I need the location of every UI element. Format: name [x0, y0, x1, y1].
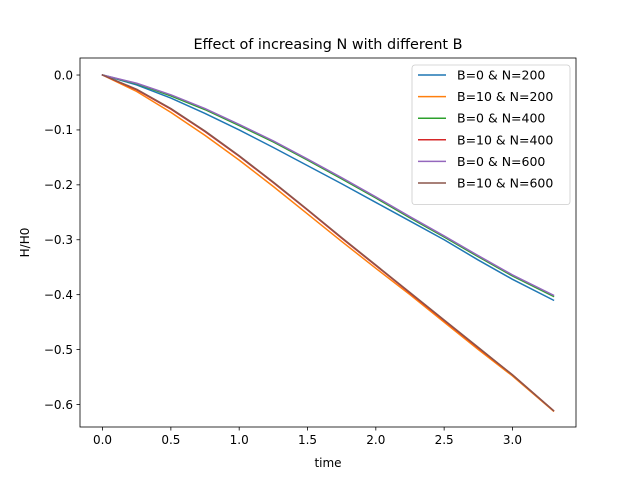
y-tick-label: 0.0	[54, 68, 73, 82]
series-line-3	[101, 74, 555, 298]
y-tick-label: −0.5	[44, 343, 73, 357]
legend-label: B=10 & N=400	[457, 132, 553, 147]
y-axis-label: H/H0	[18, 228, 32, 258]
plot-area: 0.0 0.5 1.0 1.5 2.0 2.5 3.0 0.0 −0.1 −0.2 −0.3 −0.…	[44, 57, 577, 447]
x-axis-label: time	[314, 456, 341, 470]
legend-label: B=10 & N=600	[457, 176, 553, 191]
series-line-6	[101, 74, 555, 412]
legend-label: B=0 & N=600	[457, 154, 545, 169]
legend-frame	[411, 64, 571, 206]
x-tick-label: 1.5	[298, 433, 317, 447]
y-axis: 0.0 −0.1 −0.2 −0.3 −0.4 −0.5 −0.6	[44, 68, 80, 412]
series-line-1	[101, 74, 555, 302]
x-tick-label: 0.5	[161, 433, 180, 447]
x-tick-label: 2.5	[435, 433, 454, 447]
axes-frame	[79, 57, 577, 428]
y-tick-label: −0.1	[44, 123, 73, 137]
legend: B=0 & N=200 B=10 & N=200 B=0 & N=400 B=10 &…	[411, 64, 571, 206]
series-lines	[101, 74, 555, 413]
series-line-2	[101, 74, 555, 413]
x-tick-label: 3.0	[503, 433, 522, 447]
y-tick-label: −0.4	[44, 288, 73, 302]
x-axis: 0.0 0.5 1.0 1.5 2.0 2.5 3.0	[93, 427, 522, 447]
x-tick-label: 0.0	[93, 433, 112, 447]
x-tick-label: 1.0	[230, 433, 249, 447]
legend-label: B=0 & N=200	[457, 68, 545, 83]
legend-label: B=10 & N=200	[457, 89, 553, 104]
y-tick-label: −0.2	[44, 178, 73, 192]
y-tick-label: −0.6	[44, 398, 73, 412]
y-tick-label: −0.3	[44, 233, 73, 247]
chart-title: Effect of increasing N with different B	[193, 37, 462, 53]
series-line-5	[101, 74, 555, 297]
x-tick-label: 2.0	[366, 433, 385, 447]
legend-label: B=0 & N=400	[457, 111, 545, 126]
